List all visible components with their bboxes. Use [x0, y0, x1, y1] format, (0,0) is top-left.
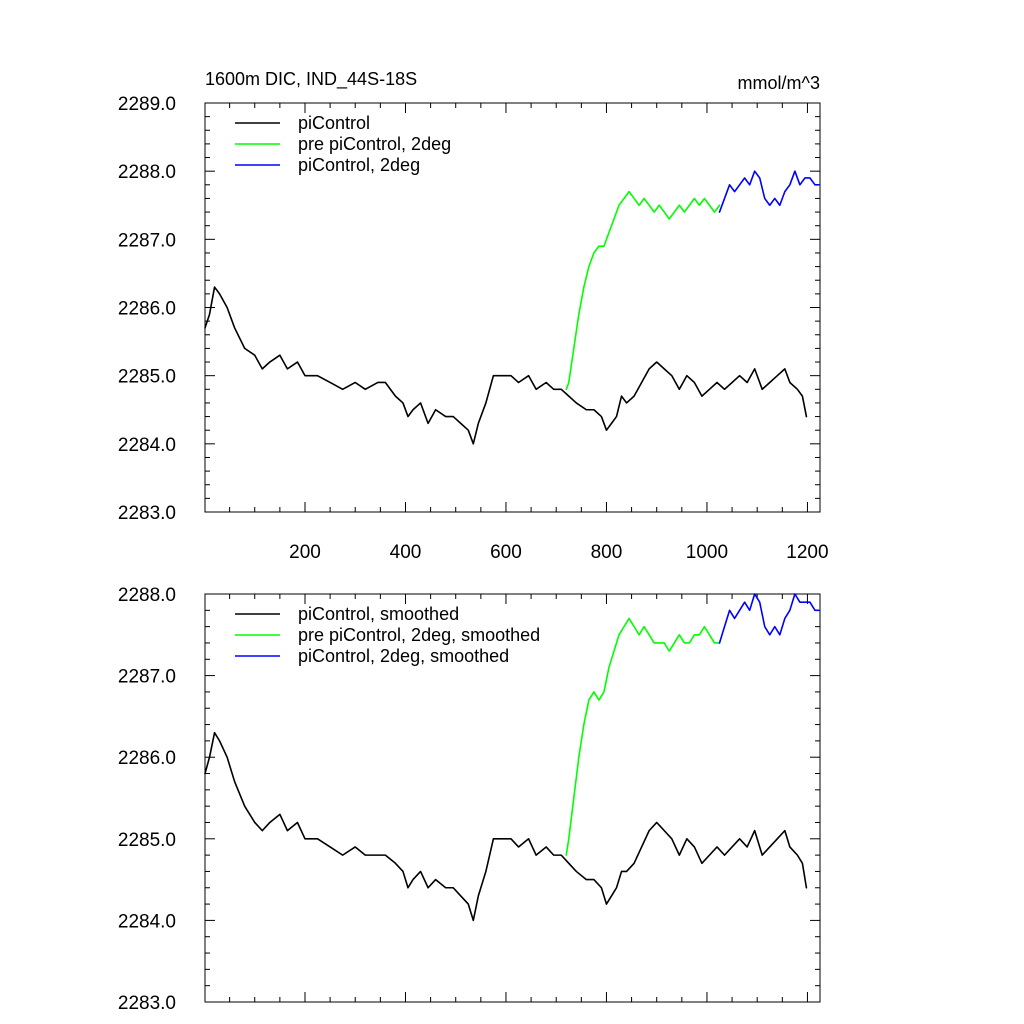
legend-label: pre piControl, 2deg, smoothed	[298, 625, 540, 645]
x-tick-label: 600	[490, 542, 522, 563]
x-tick-label: 1000	[686, 542, 728, 563]
x-tick-label: 200	[289, 542, 321, 563]
y-tick-label: 2286.0	[118, 748, 176, 769]
legend-label: piControl, smoothed	[298, 604, 459, 624]
x-tick-label: 800	[591, 542, 623, 563]
y-tick-label: 2287.0	[118, 230, 176, 251]
series-line-3	[718, 170, 820, 213]
y-tick-label: 2283.0	[118, 993, 176, 1014]
series-line-1	[204, 731, 808, 922]
y-tick-label: 2289.0	[118, 94, 176, 115]
legend-label: piControl, 2deg, smoothed	[298, 646, 509, 666]
legend-label: piControl	[298, 113, 370, 133]
legend-label: pre piControl, 2deg	[298, 134, 451, 154]
y-tick-label: 2287.0	[118, 667, 176, 688]
series-line-1	[204, 286, 808, 445]
units-label: mmol/m^3	[738, 73, 820, 93]
plot-frame	[204, 593, 821, 1003]
chart-panel-2: 2283.0 2284.0 2285.0 2286.0 2287.0 2288.0 piCo…	[118, 585, 821, 1014]
y-tick-label: 2285.0	[118, 830, 176, 851]
chart-panel-1: 200 400 600 800 1000 1200 2283.0 2284.0 2285.0 22…	[118, 69, 829, 563]
series-line-3	[718, 593, 820, 644]
y-tick-label: 2283.0	[118, 503, 176, 524]
y-tick-label: 2288.0	[118, 585, 176, 606]
y-tick-label: 2288.0	[118, 162, 176, 183]
y-tick-label: 2286.0	[118, 299, 176, 320]
series-line-2	[565, 190, 721, 391]
y-tick-label: 2285.0	[118, 367, 176, 388]
y-tick-label: 2284.0	[118, 911, 176, 932]
x-tick-label: 400	[390, 542, 422, 563]
legend-label: piControl, 2deg	[298, 155, 420, 175]
x-tick-label: 1200	[786, 542, 828, 563]
series-line-2	[565, 617, 721, 856]
y-tick-label: 2284.0	[118, 435, 176, 456]
chart-title: 1600m DIC, IND_44S-18S	[205, 69, 417, 90]
